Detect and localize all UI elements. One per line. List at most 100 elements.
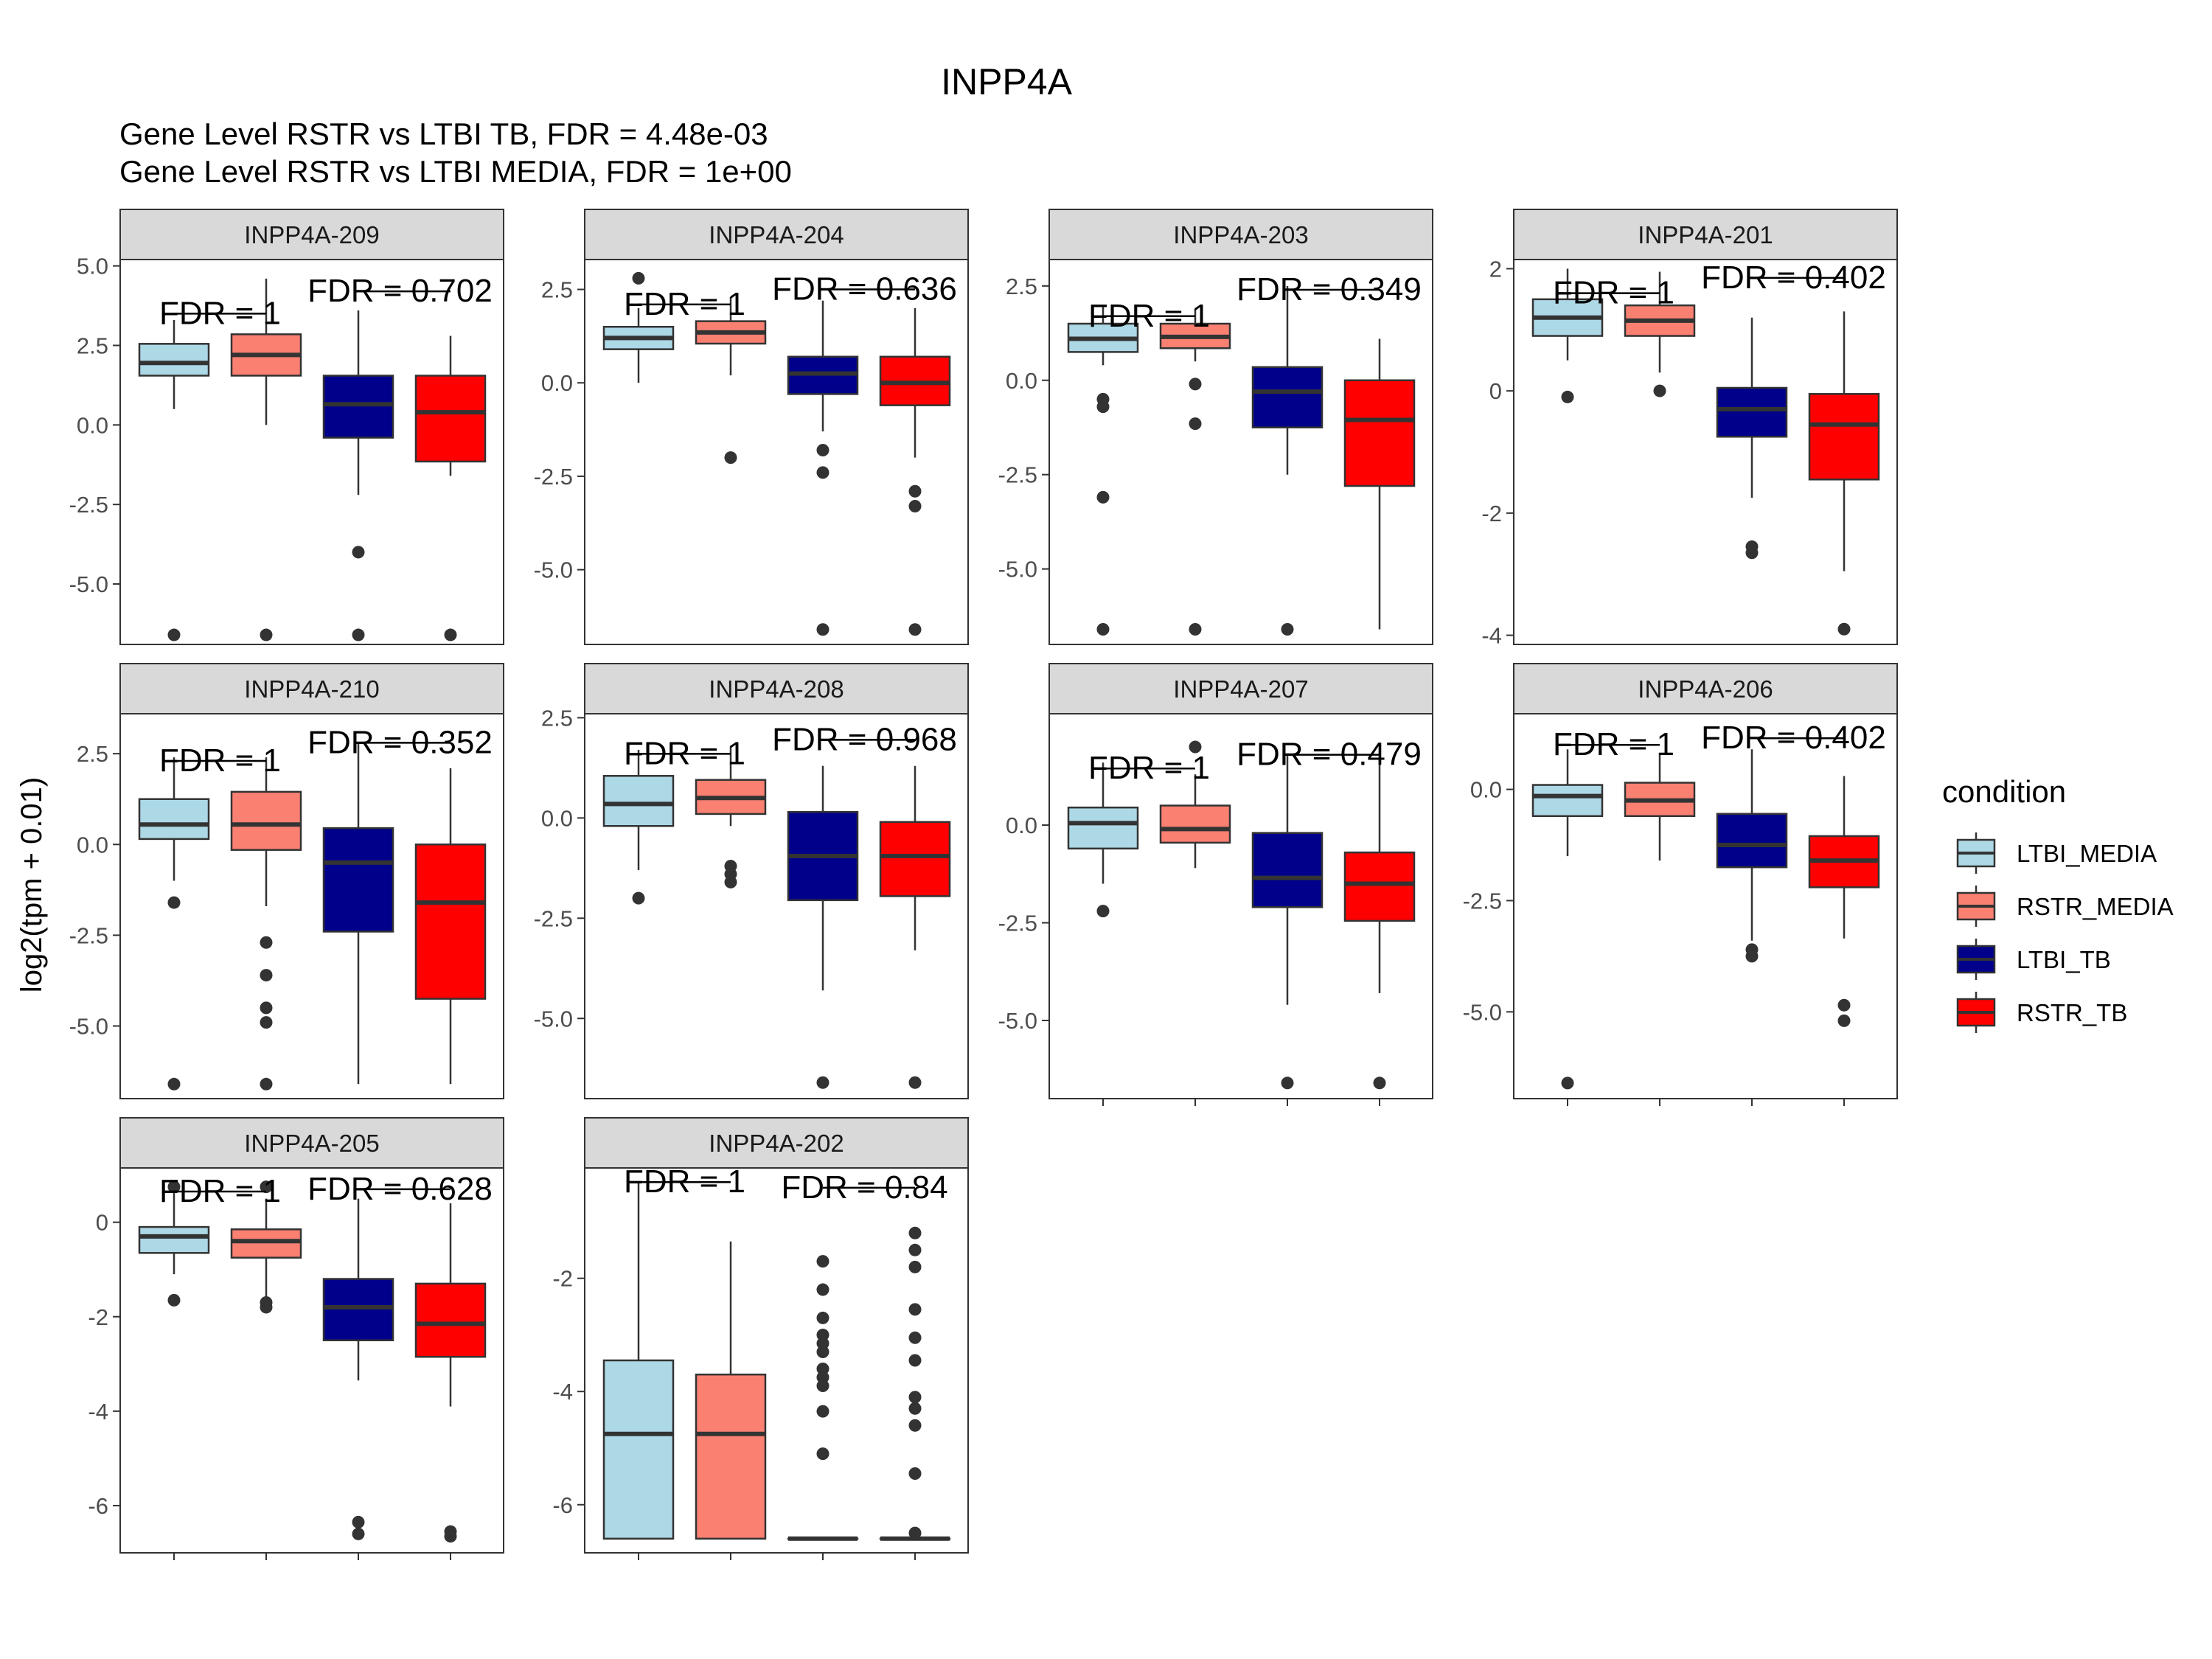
y-tick-label: 0.0 <box>1006 368 1037 394</box>
y-tick-label: -2 <box>1481 501 1502 526</box>
chart-subtitle-line-2: Gene Level RSTR vs LTBI MEDIA, FDR = 1e+… <box>119 154 792 189</box>
y-tick-label: 0.0 <box>77 412 108 438</box>
box-rstr-tb <box>1343 758 1416 1090</box>
outlier-point <box>1189 623 1202 636</box>
facet-strip <box>1048 209 1433 260</box>
facet-strip <box>119 209 504 260</box>
facet-panel: INPP4A-205 0 -2 -4 -6 FDR = 1 FDR = 0.628 <box>88 1117 504 1560</box>
box-body <box>1531 784 1604 818</box>
box-ltbi-media <box>602 1182 675 1540</box>
box-body <box>602 1359 675 1540</box>
outlier-point <box>1561 1077 1574 1090</box>
outlier-point <box>1837 998 1851 1012</box>
box-rstr-tb <box>1808 776 1880 1027</box>
box-rstr-tb <box>414 768 487 1085</box>
box-body <box>1343 379 1416 487</box>
box-rstr-media <box>1624 271 1696 397</box>
box-ltbi-tb <box>1251 754 1324 1090</box>
box-ltbi-media <box>1067 305 1139 636</box>
outlier-point <box>632 271 645 285</box>
box-ltbi-tb <box>1251 285 1324 636</box>
outlier-point <box>352 1515 365 1528</box>
y-tick-label: -5.0 <box>534 557 573 583</box>
outlier-point <box>167 1180 181 1194</box>
outlier-point <box>167 1293 181 1307</box>
box-rstr-tb <box>879 1226 951 1541</box>
outlier-point <box>908 623 922 636</box>
fdr-label-media: FDR = 1 <box>159 742 281 779</box>
box-body <box>414 1282 487 1358</box>
y-tick-label: 2.5 <box>77 333 108 358</box>
facet-strip-label: INPP4A-208 <box>709 675 844 703</box>
outlier-point <box>632 891 645 905</box>
legend-item: LTBI_TB <box>1956 939 2111 980</box>
y-tick-label: 5.0 <box>77 254 108 279</box>
facet-strip <box>119 663 504 714</box>
facet-strip-label: INPP4A-210 <box>244 675 379 703</box>
y-tick-label: -2.5 <box>534 905 573 931</box>
outlier-point <box>167 896 181 909</box>
outlier-point <box>816 1405 830 1418</box>
panel-border <box>119 1167 504 1554</box>
box-ltbi-media <box>602 271 675 383</box>
outlier-point <box>167 628 181 641</box>
box-body <box>1716 813 1788 869</box>
outlier-point <box>908 1260 922 1273</box>
y-tick-label: 0 <box>1489 378 1502 404</box>
panel-border <box>584 1167 969 1554</box>
facet-panel: INPP4A-206 0.0 -2.5 -5.0 FDR = 1 FDR = 0.402 <box>1463 663 1898 1106</box>
panel-border <box>1513 713 1898 1099</box>
y-tick-label: 2 <box>1489 256 1502 282</box>
y-tick-label: 0.0 <box>1470 777 1502 803</box>
y-axis-label: log2(tpm + 0.01) <box>15 777 48 992</box>
panel-border <box>1048 713 1433 1099</box>
facet-strip-label: INPP4A-202 <box>709 1130 844 1157</box>
y-tick-label: -2 <box>88 1304 108 1330</box>
y-tick-label: -5.0 <box>998 1008 1037 1034</box>
y-tick-label: 2.5 <box>541 705 573 731</box>
facet-panels: INPP4A-209 5.0 2.5 0.0 -2.5 -5.0 FDR = 1 FDR = … <box>69 209 1898 1560</box>
box-rstr-media <box>695 1241 767 1540</box>
outlier-point <box>908 1331 922 1344</box>
fdr-label-media: FDR = 1 <box>1088 298 1210 334</box>
legend-item: LTBI_MEDIA <box>1956 832 2157 874</box>
outlier-point <box>1373 1077 1386 1090</box>
legend-item: RSTR_TB <box>1956 992 2127 1033</box>
facet-strip <box>1513 663 1898 714</box>
outlier-point <box>816 1283 830 1296</box>
outlier-point <box>260 1301 273 1314</box>
facet-panel: INPP4A-203 2.5 0.0 -2.5 -5.0 FDR = 1 FDR = 0.3… <box>998 209 1433 645</box>
fdr-label-tb: FDR = 0.479 <box>1237 737 1422 773</box>
outlier-point <box>260 1016 273 1029</box>
facet-panel: INPP4A-209 5.0 2.5 0.0 -2.5 -5.0 FDR = 1 FDR = … <box>69 209 504 645</box>
box-ltbi-media <box>1531 749 1604 1090</box>
box-ltbi-tb <box>322 1198 394 1540</box>
box-body <box>1251 366 1324 428</box>
outlier-point <box>260 628 273 641</box>
outlier-point <box>444 1530 457 1543</box>
outlier-point <box>724 451 737 465</box>
box-body <box>1808 393 1880 481</box>
y-tick-label: -5.0 <box>1463 999 1502 1025</box>
fdr-label-media: FDR = 1 <box>624 735 745 771</box>
box-ltbi-tb <box>787 300 859 636</box>
y-tick-label: -2.5 <box>998 911 1037 936</box>
outlier-point <box>908 1467 922 1481</box>
y-tick-label: -2.5 <box>534 464 573 490</box>
facet-strip-label: INPP4A-201 <box>1638 221 1773 248</box>
facet-strip-label: INPP4A-209 <box>244 221 379 248</box>
facet-panel: INPP4A-208 2.5 0.0 -2.5 -5.0 FDR = 1 FDR = 0.9… <box>534 663 969 1099</box>
outlier-point <box>260 1001 273 1015</box>
legend: condition LTBI_MEDIA RSTR_MEDIA LTBI_TB RST… <box>1942 774 2174 1033</box>
fdr-label-media: FDR = 1 <box>624 1164 745 1200</box>
fdr-label-tb: FDR = 0.349 <box>1237 271 1422 307</box>
box-rstr-tb <box>1343 338 1416 630</box>
legend-title: condition <box>1942 774 2066 809</box>
box-rstr-tb <box>879 765 951 1089</box>
y-tick-label: -4 <box>1481 623 1502 649</box>
fdr-label-tb: FDR = 0.402 <box>1701 720 1886 756</box>
facet-strip-label: INPP4A-203 <box>1173 221 1308 248</box>
box-body <box>1251 832 1324 908</box>
fdr-label-tb: FDR = 0.402 <box>1701 260 1886 296</box>
outlier-point <box>1837 1014 1851 1027</box>
